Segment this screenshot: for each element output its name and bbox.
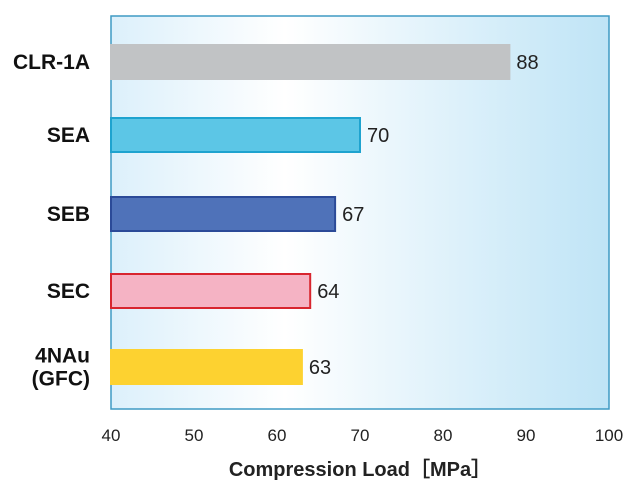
- bar-2: [110, 196, 337, 232]
- bar-value-label-2: 67: [342, 204, 364, 226]
- x-tick-label-0: 40: [102, 426, 121, 445]
- bar-1: [110, 117, 361, 153]
- category-label-0: CLR-1A: [13, 51, 90, 74]
- category-label-4: 4NAu (GFC): [32, 345, 90, 391]
- bar-3: [110, 273, 312, 309]
- x-tick-label-6: 100: [595, 426, 623, 445]
- x-tick-label-3: 70: [351, 426, 370, 445]
- bar-4: [110, 349, 303, 385]
- category-label-2: SEB: [47, 203, 90, 226]
- bar-value-label-0: 88: [516, 52, 538, 74]
- x-tick-label-1: 50: [185, 426, 204, 445]
- bar-value-label-3: 64: [317, 281, 339, 303]
- bar-0: [110, 44, 511, 80]
- bar-value-label-4: 63: [309, 357, 331, 379]
- bar-value-label-1: 70: [367, 125, 389, 147]
- x-tick-label-4: 80: [434, 426, 453, 445]
- x-axis-title: Compression Load［MPa］: [229, 457, 491, 481]
- x-tick-label-2: 60: [268, 426, 287, 445]
- category-label-3: SEC: [47, 280, 90, 303]
- category-label-1: SEA: [47, 124, 90, 147]
- x-tick-label-5: 90: [517, 426, 536, 445]
